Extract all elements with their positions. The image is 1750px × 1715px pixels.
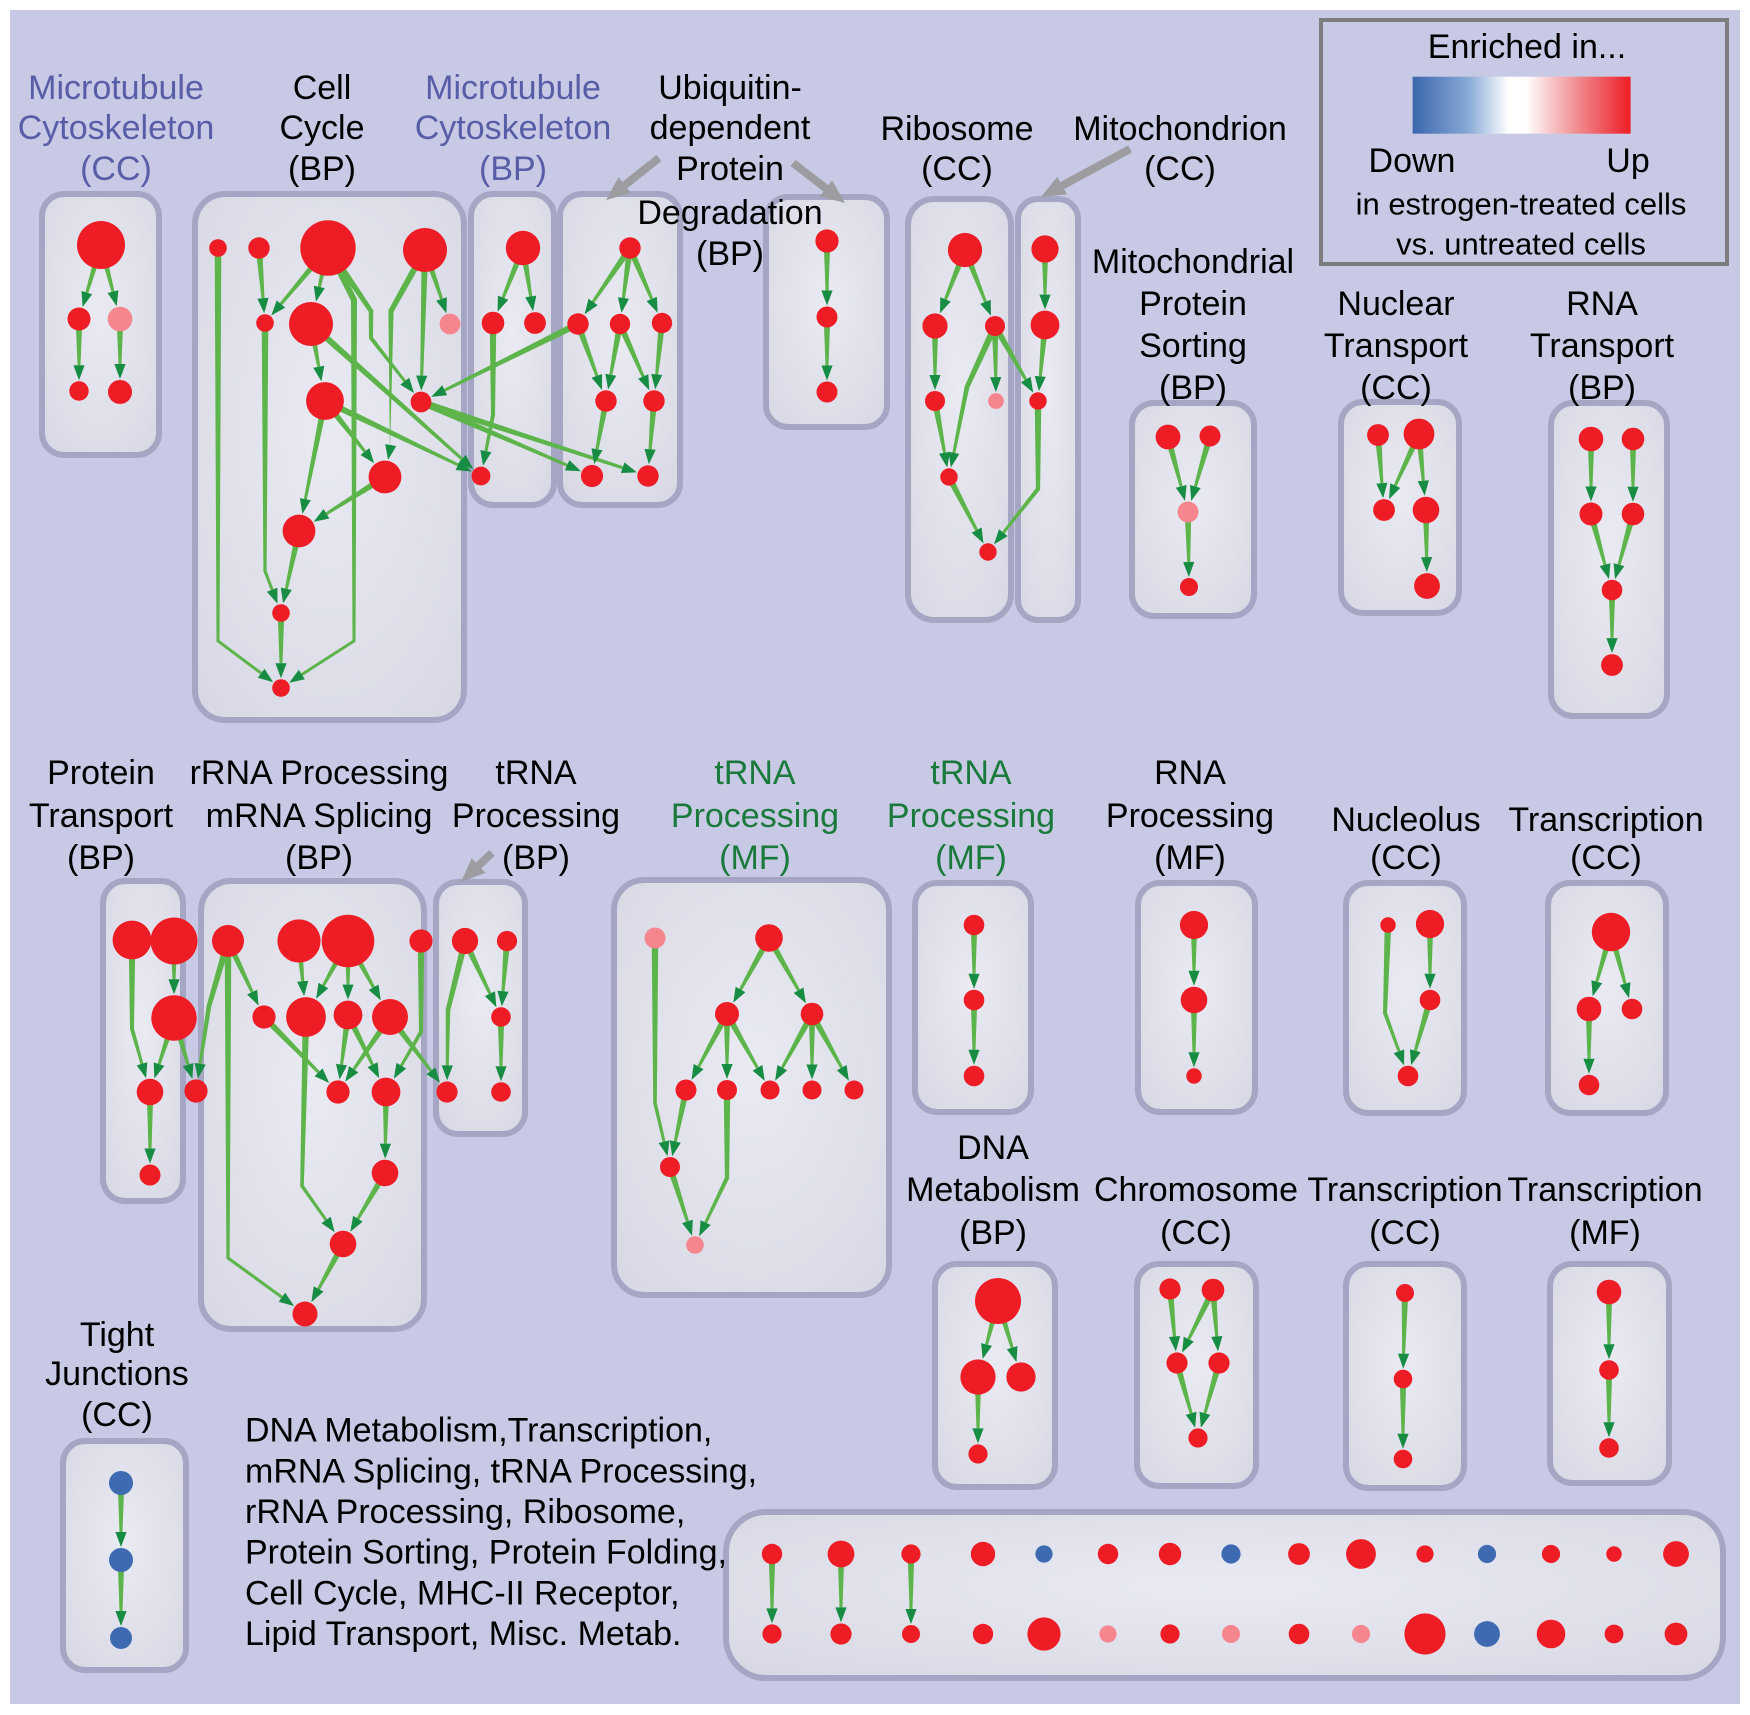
svg-text:(BP): (BP)	[502, 839, 570, 877]
svg-text:Degradation: Degradation	[637, 194, 822, 232]
svg-text:Cycle: Cycle	[279, 109, 364, 147]
svg-text:(CC): (CC)	[81, 1396, 153, 1434]
svg-text:Cell Cycle, MHC-II Receptor,: Cell Cycle, MHC-II Receptor,	[245, 1574, 680, 1612]
svg-text:DNA Metabolism,Transcription,: DNA Metabolism,Transcription,	[245, 1412, 712, 1450]
svg-text:Processing: Processing	[1106, 797, 1274, 835]
svg-text:Cytoskeleton: Cytoskeleton	[415, 109, 612, 147]
svg-text:Enriched in...: Enriched in...	[1428, 28, 1626, 66]
svg-text:mRNA Splicing: mRNA Splicing	[206, 797, 433, 835]
svg-text:(BP): (BP)	[959, 1214, 1027, 1252]
svg-text:Junctions: Junctions	[45, 1355, 189, 1393]
svg-text:rRNA Processing, Ribosome,: rRNA Processing, Ribosome,	[245, 1493, 685, 1531]
svg-text:Transcription: Transcription	[1508, 801, 1703, 839]
svg-text:Metabolism: Metabolism	[906, 1171, 1080, 1209]
svg-text:Transport: Transport	[1324, 327, 1469, 365]
svg-text:(BP): (BP)	[285, 839, 353, 877]
svg-text:DNA: DNA	[957, 1129, 1029, 1167]
svg-text:Protein: Protein	[47, 754, 155, 792]
svg-text:(MF): (MF)	[1569, 1214, 1641, 1252]
svg-text:(CC): (CC)	[1570, 839, 1642, 877]
svg-text:(MF): (MF)	[719, 839, 791, 877]
svg-text:Microtubule: Microtubule	[28, 69, 204, 107]
svg-text:vs. untreated cells: vs. untreated cells	[1396, 227, 1646, 262]
svg-text:Transport: Transport	[29, 797, 174, 835]
svg-text:Protein Sorting, Protein Foldi: Protein Sorting, Protein Folding,	[245, 1534, 727, 1572]
svg-text:Protein: Protein	[1139, 285, 1247, 323]
svg-text:Sorting: Sorting	[1139, 327, 1247, 365]
svg-text:Transcription: Transcription	[1507, 1171, 1702, 1209]
svg-text:Lipid Transport, Misc. Metab.: Lipid Transport, Misc. Metab.	[245, 1615, 682, 1653]
svg-text:Mitochondrial: Mitochondrial	[1092, 243, 1294, 281]
svg-text:(BP): (BP)	[479, 150, 547, 188]
svg-text:(BP): (BP)	[67, 839, 135, 877]
svg-text:(CC): (CC)	[1360, 369, 1432, 407]
svg-text:Chromosome: Chromosome	[1094, 1171, 1298, 1209]
svg-text:Processing: Processing	[452, 797, 620, 835]
svg-text:(CC): (CC)	[80, 150, 152, 188]
svg-text:(CC): (CC)	[1144, 150, 1216, 188]
svg-text:(BP): (BP)	[1159, 369, 1227, 407]
svg-text:Protein: Protein	[676, 150, 784, 188]
svg-text:Transport: Transport	[1530, 327, 1675, 365]
svg-text:Down: Down	[1369, 142, 1456, 180]
svg-text:(CC): (CC)	[1369, 1214, 1441, 1252]
svg-text:Processing: Processing	[671, 797, 839, 835]
svg-text:Microtubule: Microtubule	[425, 69, 601, 107]
svg-text:dependent: dependent	[650, 109, 811, 147]
svg-text:Processing: Processing	[887, 797, 1055, 835]
svg-text:(CC): (CC)	[1370, 839, 1442, 877]
svg-text:(MF): (MF)	[935, 839, 1007, 877]
svg-text:Transcription: Transcription	[1307, 1171, 1502, 1209]
svg-text:rRNA Processing: rRNA Processing	[190, 754, 449, 792]
svg-text:RNA: RNA	[1154, 754, 1226, 792]
svg-text:Tight: Tight	[80, 1316, 155, 1354]
svg-text:tRNA: tRNA	[930, 754, 1012, 792]
svg-text:(CC): (CC)	[1160, 1214, 1232, 1252]
svg-text:Cell: Cell	[293, 69, 352, 107]
svg-text:(CC): (CC)	[921, 150, 993, 188]
svg-text:tRNA: tRNA	[495, 754, 577, 792]
svg-text:Nuclear: Nuclear	[1337, 285, 1454, 323]
svg-text:Mitochondrion: Mitochondrion	[1073, 110, 1287, 148]
svg-text:(BP): (BP)	[288, 150, 356, 188]
svg-text:Cytoskeleton: Cytoskeleton	[18, 109, 215, 147]
svg-text:Ribosome: Ribosome	[880, 110, 1033, 148]
svg-text:(BP): (BP)	[696, 235, 764, 273]
svg-text:in estrogen-treated cells: in estrogen-treated cells	[1356, 187, 1687, 222]
svg-text:(BP): (BP)	[1568, 369, 1636, 407]
svg-text:RNA: RNA	[1566, 285, 1638, 323]
svg-text:Ubiquitin-: Ubiquitin-	[658, 69, 802, 107]
svg-text:Up: Up	[1606, 142, 1649, 180]
svg-text:tRNA: tRNA	[714, 754, 796, 792]
svg-text:(MF): (MF)	[1154, 839, 1226, 877]
svg-text:mRNA Splicing, tRNA Processing: mRNA Splicing, tRNA Processing,	[245, 1452, 757, 1490]
svg-text:Nucleolus: Nucleolus	[1331, 801, 1480, 839]
